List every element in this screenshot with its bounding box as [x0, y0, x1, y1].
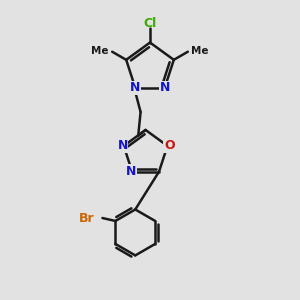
Text: N: N: [160, 81, 170, 94]
Text: N: N: [130, 81, 140, 94]
Text: N: N: [126, 165, 136, 178]
Text: Cl: Cl: [143, 17, 157, 30]
Text: Me: Me: [191, 46, 209, 56]
Text: Me: Me: [91, 46, 109, 56]
Text: O: O: [164, 139, 175, 152]
Text: N: N: [117, 139, 128, 152]
Text: Br: Br: [79, 212, 95, 224]
